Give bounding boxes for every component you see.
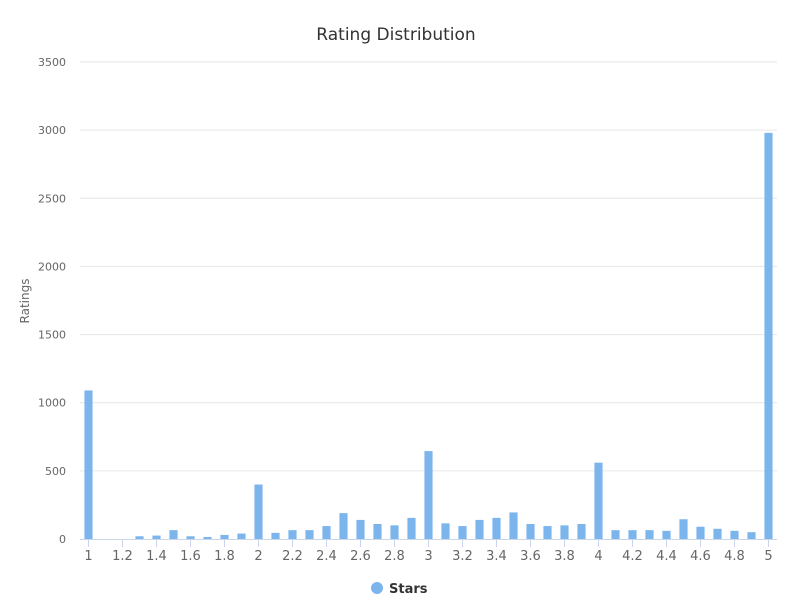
bar[interactable] xyxy=(441,523,450,539)
bar[interactable] xyxy=(305,530,314,539)
bar[interactable] xyxy=(645,530,654,539)
bar[interactable] xyxy=(526,524,535,539)
x-tick-label: 1 xyxy=(84,549,92,564)
y-tick-label: 2000 xyxy=(38,260,66,273)
x-tick-label: 4.6 xyxy=(690,549,711,564)
bar[interactable] xyxy=(169,530,178,539)
x-tick-label: 5 xyxy=(764,549,772,564)
bar[interactable] xyxy=(662,530,671,539)
x-tick-label: 1.2 xyxy=(112,549,133,564)
x-tick-label: 3.8 xyxy=(554,549,575,564)
legend-marker xyxy=(371,582,383,594)
x-tick-label: 3.4 xyxy=(486,549,507,564)
bar[interactable] xyxy=(203,536,212,539)
y-tick-label: 1500 xyxy=(38,329,66,342)
bar[interactable] xyxy=(237,533,246,539)
bar[interactable] xyxy=(594,462,603,539)
legend[interactable]: Stars xyxy=(371,582,428,597)
x-tick-label: 4 xyxy=(594,549,602,564)
bar[interactable] xyxy=(492,517,501,539)
x-tick-label: 4.4 xyxy=(656,549,677,564)
x-tick-label: 4.8 xyxy=(724,549,745,564)
bar[interactable] xyxy=(135,536,144,539)
x-tick-label: 1.4 xyxy=(146,549,167,564)
y-axis-ticks: 0 500 1000 1500 2000 2500 3000 3500 xyxy=(38,56,66,546)
bar[interactable] xyxy=(254,484,263,539)
x-tick-label: 2.4 xyxy=(316,549,337,564)
bar[interactable] xyxy=(288,530,297,539)
bar-series xyxy=(84,132,773,539)
bar[interactable] xyxy=(424,451,433,539)
x-tick-label: 1.8 xyxy=(214,549,235,564)
bar[interactable] xyxy=(475,519,484,539)
x-tick-label: 2.6 xyxy=(350,549,371,564)
bar[interactable] xyxy=(407,517,416,539)
x-tick-label: 3.6 xyxy=(520,549,541,564)
bar[interactable] xyxy=(322,526,331,539)
bar[interactable] xyxy=(458,526,467,539)
x-axis-ticks: 1 1.2 1.4 1.6 1.8 2 2.2 2.4 2.6 2.8 3 3.2 3.4 3.6 3.8 4… xyxy=(80,539,777,564)
bar[interactable] xyxy=(356,519,365,539)
y-tick-label: 500 xyxy=(45,465,66,478)
y-tick-label: 3000 xyxy=(38,124,66,137)
bar[interactable] xyxy=(271,532,280,539)
y-tick-label: 1000 xyxy=(38,397,66,410)
bar[interactable] xyxy=(543,526,552,539)
bar[interactable] xyxy=(560,525,569,539)
x-tick-label: 4.2 xyxy=(622,549,643,564)
bar[interactable] xyxy=(152,535,161,539)
bar[interactable] xyxy=(373,524,382,539)
legend-label: Stars xyxy=(389,582,428,597)
x-tick-label: 2.8 xyxy=(384,549,405,564)
bar[interactable] xyxy=(730,530,739,539)
bar[interactable] xyxy=(339,513,348,539)
chart-title: Rating Distribution xyxy=(316,25,475,45)
bar[interactable] xyxy=(611,530,620,539)
y-tick-label: 0 xyxy=(59,533,66,546)
bar[interactable] xyxy=(628,530,637,539)
x-tick-label: 3 xyxy=(424,549,432,564)
x-tick-label: 1.6 xyxy=(180,549,201,564)
bar[interactable] xyxy=(679,519,688,539)
bar[interactable] xyxy=(84,390,93,539)
y-axis-label: Ratings xyxy=(18,279,32,324)
bar[interactable] xyxy=(747,532,756,539)
bar[interactable] xyxy=(696,526,705,539)
bar[interactable] xyxy=(764,132,773,539)
bar[interactable] xyxy=(390,525,399,539)
bar[interactable] xyxy=(577,524,586,539)
y-tick-label: 2500 xyxy=(38,192,66,205)
x-tick-label: 2.2 xyxy=(282,549,303,564)
bar[interactable] xyxy=(220,534,229,539)
x-tick-label: 3.2 xyxy=(452,549,473,564)
gridlines xyxy=(80,61,777,472)
y-tick-label: 3500 xyxy=(38,56,66,69)
bar[interactable] xyxy=(713,528,722,539)
bar[interactable] xyxy=(509,512,518,539)
bar[interactable] xyxy=(186,536,195,539)
x-tick-label: 2 xyxy=(254,549,262,564)
